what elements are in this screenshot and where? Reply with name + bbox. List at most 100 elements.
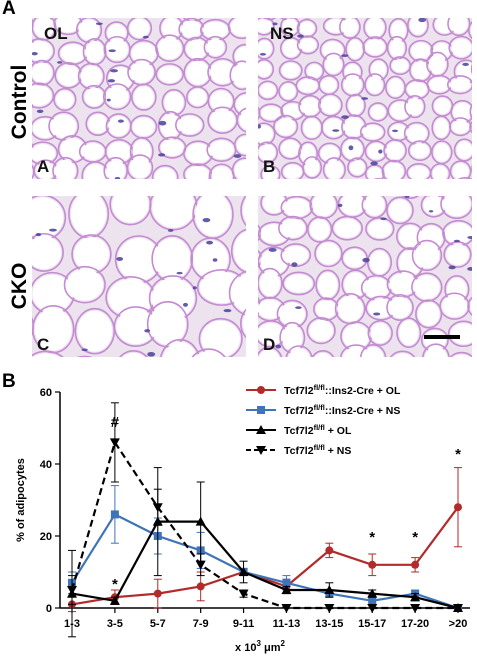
adipocyte-cell [389,296,412,319]
adipocyte-cell [211,166,232,179]
cell-membrane [63,265,106,304]
adipocyte-cell [193,240,229,279]
cell-membrane [239,308,246,339]
legend-entry: Tcf7l2fl/fl + OL [246,423,352,437]
cell-membrane [359,122,386,142]
adipocyte-cell [282,18,298,35]
cell-membrane [262,18,276,21]
x-tick-label: 13-15 [315,618,343,630]
cell-membrane [383,138,407,163]
adipocyte-cell [230,18,246,37]
x-tick-label: 5-7 [150,618,166,630]
nucleus [142,35,149,39]
adipocyte-cell [367,167,383,179]
cell-membrane [347,157,368,178]
nucleus [176,271,183,275]
nucleus [272,22,278,26]
cell-membrane [258,141,279,164]
nucleus [158,120,167,126]
adipocyte-cell [321,77,337,93]
nucleus [144,329,151,333]
nucleus [341,115,349,119]
adipocyte-cell [74,236,109,272]
cell-membrane [258,122,276,146]
adipocyte-cell [363,277,390,299]
adipocyte-cell [388,199,412,222]
cell-membrane [407,140,432,162]
cell-membrane [447,18,471,37]
data-point [110,510,119,519]
cell-membrane [278,137,303,160]
cell-membrane [439,292,470,320]
nucleus [116,256,124,261]
nucleus [49,228,57,232]
legend-swatch-marker [256,425,266,434]
cell-membrane [453,138,472,162]
adipocyte-cell [34,307,72,351]
nucleus [291,262,298,267]
series-line [71,512,459,610]
series-line [71,506,459,606]
adipocyte-cell [316,242,340,265]
cell-membrane [396,317,422,349]
adipocyte-cell [258,299,283,319]
cell-membrane [151,164,179,179]
adipocyte-cell [158,65,182,83]
cell-membrane [258,103,284,123]
adipocyte-cell [283,245,309,265]
adipocyte-cell [393,353,412,357]
cell-membrane [240,196,246,227]
adipocyte-cell [149,303,186,345]
cell-membrane [196,269,246,306]
adipocyte-cell [186,60,210,85]
nucleus [448,265,456,270]
adipocyte-cell [348,96,364,115]
adipocyte-cell [181,20,202,39]
cell-membrane [75,18,103,44]
data-point [368,596,377,605]
cell-membrane [411,239,443,272]
significance-marker: # [111,414,120,431]
nucleus [418,18,426,23]
nucleus [81,348,88,352]
data-point [324,585,335,594]
adipocyte-cell [389,38,405,58]
adipocyte-cell [309,219,330,240]
adipocyte-cell [281,140,300,157]
cell-membrane [278,81,299,102]
adipocyte-cell [154,237,191,280]
adipocyte-cell [258,19,272,33]
adipocyte-cell [160,139,184,156]
micrograph-cko-ns: D [258,196,472,357]
data-point [195,560,206,570]
adipocyte-cell [348,39,363,59]
adipocyte-cell [344,249,366,268]
x-tick-label: 15-17 [358,618,386,630]
scale-bar [424,335,460,339]
adipocyte-cell [398,225,422,248]
data-point [153,589,162,598]
cell-membrane [102,83,132,111]
adipocyte-cell [410,143,430,159]
adipose-tissue-image [258,196,472,357]
nucleus [337,203,343,208]
nucleus [275,344,282,349]
cell-membrane [175,113,205,137]
adipocyte-cell [285,274,313,293]
data-point [324,604,335,613]
micrograph-control-ns: NS B [258,18,472,179]
adipocyte-cell [160,113,181,138]
adipocyte-cell [406,97,423,116]
adipocyte-cell [340,196,365,216]
adipocyte-cell [299,21,315,36]
adipocyte-cell [232,63,246,88]
nucleus [192,286,197,290]
legend-entry: Tcf7l2fl/fl::Ins2-Cre + OL [246,383,401,397]
nucleus [295,306,302,310]
cell-membrane [331,215,364,241]
adipocyte-cell [154,167,176,179]
nucleus [259,53,267,56]
adipocyte-cell [434,118,449,138]
tile-letter: A [37,157,50,176]
